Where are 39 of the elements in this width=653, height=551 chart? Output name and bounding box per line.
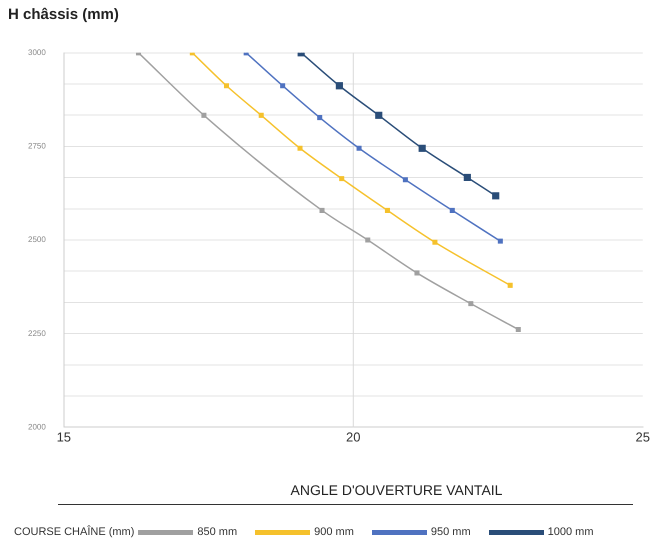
point: [280, 83, 286, 88]
x-tick-label: 15: [56, 430, 72, 445]
point: [224, 83, 230, 88]
point: [365, 237, 370, 243]
y-axis-title: H châssis (mm): [8, 6, 119, 23]
point: [384, 208, 390, 213]
point: [298, 146, 303, 151]
point: [450, 208, 455, 213]
point: [375, 112, 382, 119]
y-tick-label: 3000: [28, 48, 46, 58]
legend-label: 950 mm: [430, 526, 471, 538]
x-tick-label: 20: [346, 430, 361, 445]
y-tick-label: 2500: [28, 235, 46, 244]
point: [432, 240, 438, 245]
x-tick-label: 25: [636, 430, 650, 445]
legend-title: COURSE CHAÎNE (mm): [14, 526, 134, 538]
point: [498, 238, 503, 244]
point: [414, 270, 420, 276]
point: [516, 326, 521, 332]
legend-label: 900 mm: [314, 526, 354, 538]
y-tick-label: 2250: [28, 328, 46, 338]
point: [320, 208, 325, 213]
point: [356, 146, 362, 151]
point: [418, 144, 426, 152]
point: [258, 112, 264, 118]
legend-label: 1000 mm: [548, 526, 594, 538]
x-axis-title: ANGLE D'OUVERTURE VANTAIL: [290, 482, 504, 498]
point: [402, 177, 408, 182]
point: [492, 192, 500, 200]
legend-label: 850 mm: [197, 526, 238, 538]
point: [317, 115, 322, 120]
y-tick-label: 2750: [28, 142, 46, 151]
point: [336, 82, 343, 90]
point: [339, 176, 344, 182]
point: [464, 174, 471, 182]
point: [468, 301, 474, 306]
point: [508, 282, 513, 288]
y-tick-label: 2000: [28, 422, 46, 432]
point: [201, 112, 206, 118]
